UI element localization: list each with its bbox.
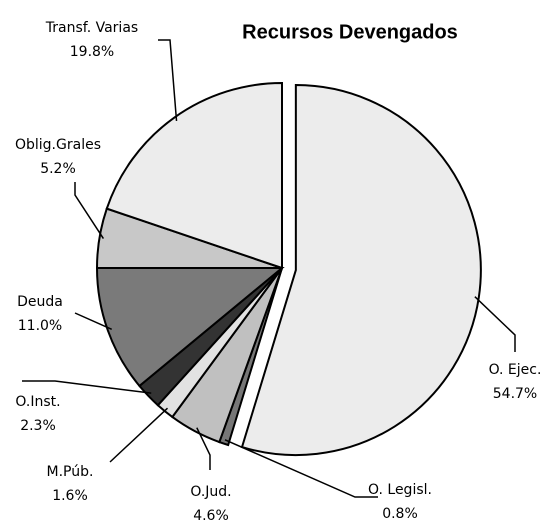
slice-label: O. Ejec. — [489, 362, 542, 378]
slice-value-label: 19.8% — [70, 44, 114, 60]
chart-title: Recursos Devengados — [242, 21, 458, 43]
slice-label: Transf. Varias — [45, 20, 138, 36]
slice-label: O.Inst. — [15, 394, 60, 410]
slice-label: Oblig.Grales — [15, 137, 101, 153]
slice-value-label: 4.6% — [193, 508, 229, 520]
slice-value-label: 0.8% — [382, 506, 418, 520]
leader-line — [74, 182, 105, 239]
slice-value-label: 11.0% — [18, 318, 62, 334]
pie-slice — [240, 84, 482, 457]
slice-value-label: 1.6% — [52, 488, 88, 504]
slice-label: Deuda — [17, 294, 63, 310]
slice-label: O. Legisl. — [368, 482, 432, 498]
leader-line — [158, 39, 178, 121]
pie-slice — [105, 81, 283, 270]
leader-line — [109, 407, 169, 463]
leader-line — [474, 296, 516, 352]
slice-value-label: 5.2% — [40, 161, 76, 177]
leader-line — [196, 427, 211, 470]
slice-label: O.Jud. — [190, 484, 231, 500]
pie-slice — [95, 267, 285, 388]
slice-label: M.Púb. — [47, 464, 94, 480]
leader-line — [22, 380, 152, 394]
slice-value-label: 2.3% — [20, 418, 56, 434]
slice-value-label: 54.7% — [493, 386, 537, 402]
leader-line — [74, 312, 113, 330]
leader-line — [224, 439, 378, 498]
